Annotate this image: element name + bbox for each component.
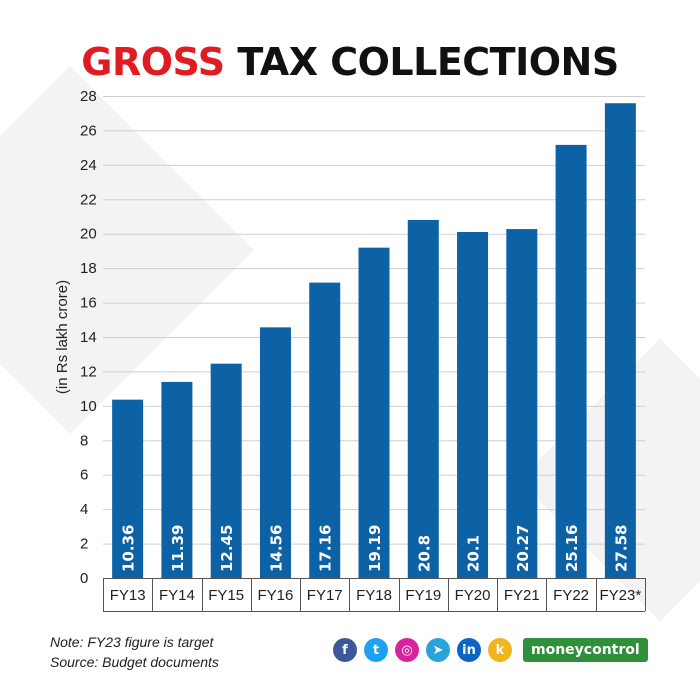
y-tick-label: 10 — [80, 398, 97, 415]
bar-data-label: 11.39 — [169, 525, 187, 572]
koo-icon[interactable]: k — [488, 638, 512, 662]
bar-data-label: 27.58 — [612, 525, 630, 572]
bar — [604, 103, 636, 578]
telegram-icon[interactable]: ➤ — [426, 638, 450, 662]
bar-data-label: 20.1 — [465, 535, 483, 572]
y-tick-label: 4 — [80, 501, 88, 518]
bar — [555, 144, 587, 579]
x-tick-label: FY16 — [258, 587, 294, 604]
source-note: Source: Budget documents — [50, 654, 219, 670]
bar-data-label: 20.8 — [415, 535, 433, 572]
facebook-icon[interactable]: f — [333, 638, 357, 662]
y-tick-label: 6 — [80, 467, 88, 484]
x-tick-label: FY22 — [553, 587, 589, 604]
bar-data-label: 17.16 — [317, 525, 335, 572]
bar-data-label: 10.36 — [120, 525, 138, 572]
y-tick-label: 22 — [80, 191, 97, 208]
instagram-icon[interactable]: ◎ — [395, 638, 419, 662]
bar — [309, 282, 341, 578]
x-tick-label: FY21 — [504, 587, 540, 604]
x-tick-label: FY13 — [110, 587, 146, 604]
y-tick-label: 28 — [80, 88, 97, 105]
y-tick-label: 26 — [80, 122, 97, 139]
x-tick-label: FY14 — [159, 587, 195, 604]
y-axis-label: (in Rs lakh crore) — [54, 280, 71, 394]
bar — [358, 247, 390, 579]
bar — [112, 399, 144, 578]
bar — [407, 219, 439, 578]
bar-data-label: 25.16 — [563, 525, 581, 572]
x-tick-label: FY19 — [405, 587, 441, 604]
bar — [161, 381, 193, 578]
social-icons: f t ◎ ➤ in k moneycontrol — [333, 637, 648, 663]
linkedin-icon[interactable]: in — [457, 638, 481, 662]
x-tick-label: FY17 — [307, 587, 343, 604]
y-tick-label: 0 — [80, 570, 88, 587]
y-tick-label: 20 — [80, 226, 97, 243]
x-tick-label: FY18 — [356, 587, 392, 604]
title-accent: GROSS — [81, 40, 225, 84]
twitter-icon[interactable]: t — [364, 638, 388, 662]
y-tick-label: 12 — [80, 363, 97, 380]
bar-data-label: 14.56 — [267, 525, 285, 572]
y-tick-label: 18 — [80, 260, 97, 277]
footer-notes: Note: FY23 figure is target Source: Budg… — [50, 632, 219, 672]
y-tick-label: 14 — [80, 329, 97, 346]
x-tick-label: FY23* — [600, 587, 642, 604]
moneycontrol-logo: moneycontrol — [523, 638, 648, 662]
y-tick-label: 2 — [80, 536, 88, 553]
title-rest: TAX COLLECTIONS — [237, 40, 619, 84]
bar — [259, 327, 291, 578]
chart-title: GROSS TAX COLLECTIONS — [0, 40, 700, 84]
bar — [210, 363, 242, 578]
bar — [506, 229, 538, 579]
footnote: Note: FY23 figure is target — [50, 634, 214, 650]
x-tick-label: FY20 — [455, 587, 491, 604]
x-tick-label: FY15 — [208, 587, 244, 604]
bar — [457, 231, 489, 578]
bar-data-label: 19.19 — [366, 525, 384, 572]
y-tick-label: 24 — [80, 157, 97, 174]
bar-data-label: 12.45 — [218, 525, 236, 572]
y-tick-label: 8 — [80, 432, 88, 449]
y-tick-label: 16 — [80, 295, 97, 312]
bar-data-label: 20.27 — [514, 525, 532, 572]
